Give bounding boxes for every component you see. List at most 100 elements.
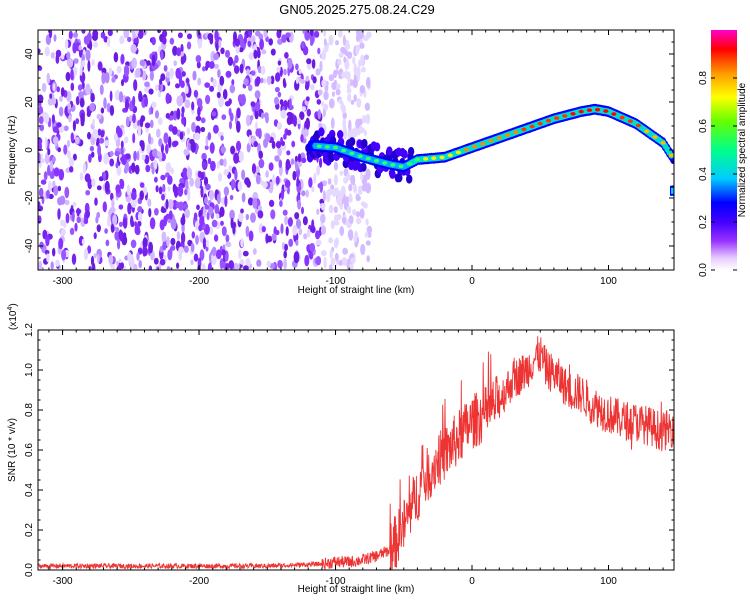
noise-blob [72, 32, 79, 38]
noise-blob [313, 30, 320, 38]
noise-blob [325, 92, 329, 99]
noise-blob [48, 30, 53, 39]
snr-series-line [38, 336, 674, 570]
noise-blob [163, 215, 168, 227]
noise-blob [88, 153, 92, 163]
noise-blob [52, 156, 56, 163]
noise-blob [320, 225, 327, 235]
noise-blob [259, 38, 264, 51]
noise-blob [67, 102, 72, 110]
noise-blob [183, 203, 189, 209]
noise-blob [238, 151, 244, 163]
noise-blob [257, 205, 263, 212]
noise-blob [279, 99, 284, 106]
noise-blob [286, 116, 292, 125]
noise-blob [255, 76, 260, 87]
noise-blob [342, 247, 348, 255]
noise-blob [252, 248, 257, 255]
noise-blob [115, 227, 120, 232]
snr-scale-close: ) [8, 303, 19, 306]
noise-blob [285, 32, 291, 38]
noise-blob [47, 181, 52, 193]
noise-blob [203, 176, 209, 187]
noise-blob [309, 33, 315, 45]
noise-blob [225, 241, 232, 248]
noise-blob [182, 167, 188, 178]
noise-blob [134, 224, 141, 235]
noise-blob [92, 118, 96, 127]
noise-blob [304, 254, 310, 267]
noise-blob [304, 82, 310, 91]
noise-blob [266, 75, 272, 85]
noise-blob [353, 94, 357, 102]
noise-blob [72, 202, 77, 207]
noise-blob [109, 105, 115, 116]
trace-bead [332, 145, 339, 150]
noise-blob [65, 71, 71, 82]
noise-blob [87, 245, 92, 254]
noise-blob [119, 35, 125, 45]
noise-blob [330, 117, 335, 129]
noise-blob [213, 53, 219, 61]
noise-blob [196, 61, 201, 69]
noise-blob [163, 231, 167, 243]
noise-blob [306, 58, 312, 65]
trace-bead [603, 109, 609, 113]
noise-blob [149, 217, 156, 230]
noise-blob [301, 106, 306, 112]
noise-blob [151, 54, 156, 67]
noise-blob [49, 93, 53, 99]
noise-blob [165, 198, 169, 210]
noise-blob [223, 169, 229, 176]
noise-blob [117, 239, 121, 250]
noise-blob [355, 217, 362, 225]
noise-blob [111, 76, 116, 83]
noise-blob [302, 45, 309, 56]
noise-blob [208, 206, 214, 215]
noise-blob [70, 132, 75, 143]
noise-blob [60, 54, 65, 60]
noise-blob [363, 129, 367, 137]
noise-blob [160, 73, 166, 81]
noise-blob [350, 257, 356, 264]
y-tick-label: 20 [24, 96, 35, 108]
noise-blob [50, 261, 54, 270]
noise-blob [156, 128, 161, 138]
noise-blob [277, 38, 283, 45]
noise-blob [58, 106, 64, 117]
noise-blob [312, 76, 317, 84]
noise-blob [184, 99, 191, 109]
noise-blob [290, 158, 295, 165]
noise-blob [223, 158, 227, 168]
noise-blob [215, 213, 220, 220]
noise-blob [236, 120, 241, 133]
noise-blob [91, 151, 95, 158]
noise-blob [362, 115, 366, 122]
noise-blob [328, 98, 335, 109]
noise-blob [360, 170, 364, 182]
noise-blob [38, 137, 43, 145]
noise-blob [286, 111, 293, 117]
colorbar-ticks: 0.0 0.2 0.4 0.6 0.8 [698, 71, 737, 277]
noise-blob [179, 178, 185, 184]
noise-blob [208, 61, 215, 69]
noise-blob [101, 67, 107, 75]
noise-blob [216, 91, 221, 99]
noise-blob [305, 189, 309, 198]
noise-blob [199, 249, 205, 261]
noise-blob [185, 85, 189, 94]
noise-blob [123, 64, 130, 77]
noise-blob [166, 71, 170, 79]
noise-blob [96, 113, 102, 120]
noise-blob [57, 208, 61, 220]
noise-blob [205, 94, 211, 105]
noise-blob [355, 45, 360, 56]
noise-blob [148, 208, 152, 218]
trace-bead [504, 133, 511, 137]
noise-blob [166, 266, 171, 270]
noise-blob [291, 140, 296, 148]
noise-blob [103, 153, 109, 165]
y-tick-label: 0.0 [24, 563, 35, 577]
noise-blob [104, 139, 110, 147]
noise-blob [348, 193, 352, 202]
